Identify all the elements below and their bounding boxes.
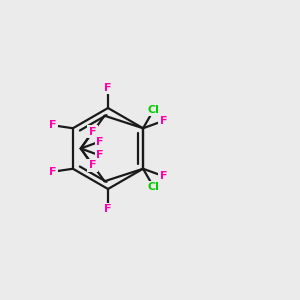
Text: F: F <box>96 136 104 146</box>
Text: F: F <box>104 82 112 93</box>
Text: F: F <box>49 120 56 130</box>
Text: F: F <box>89 127 96 137</box>
Text: Cl: Cl <box>148 182 160 193</box>
Text: F: F <box>160 171 167 181</box>
Text: F: F <box>49 167 56 177</box>
Text: Cl: Cl <box>148 104 160 115</box>
Text: F: F <box>89 160 96 170</box>
Text: F: F <box>160 116 167 126</box>
Text: F: F <box>96 151 104 160</box>
Text: F: F <box>104 204 112 214</box>
